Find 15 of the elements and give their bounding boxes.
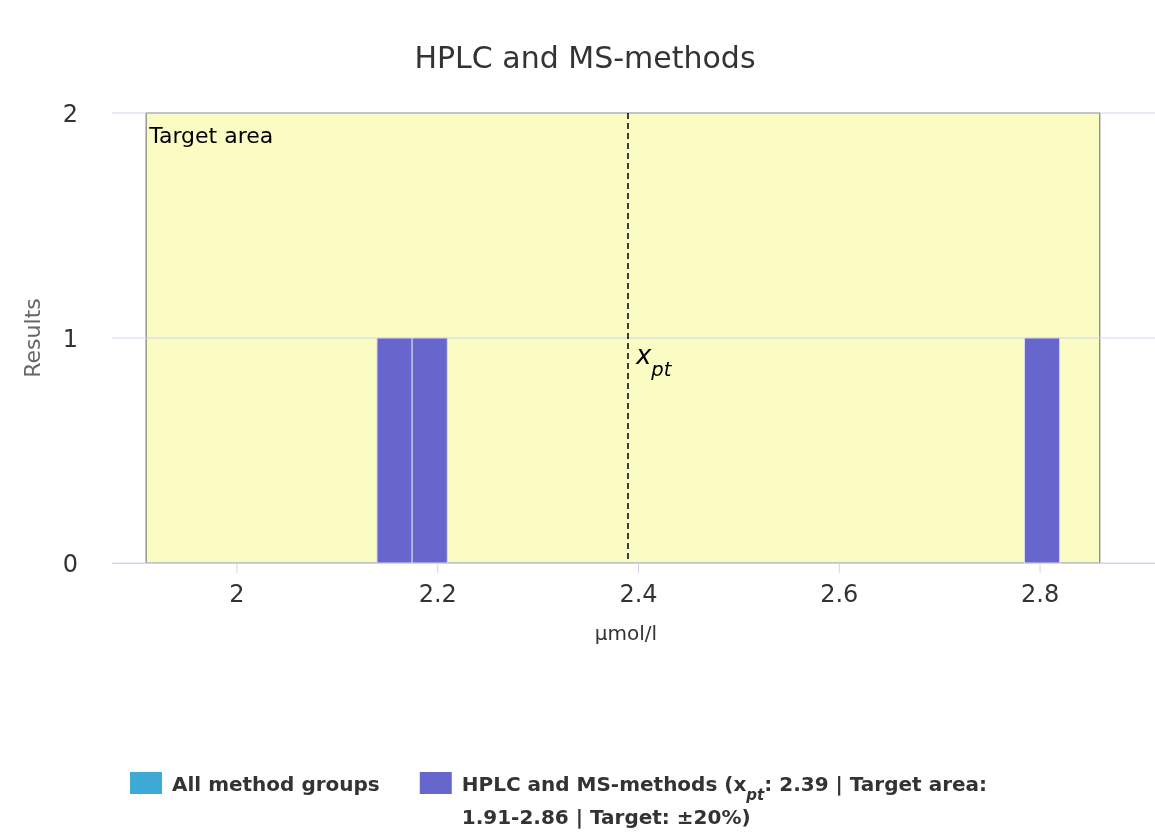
legend-label: HPLC and MS-methods (x$_{pt}$: 2.39 | Target area: 1.91-2.86 | Target: ±20%) — [461, 772, 988, 829]
x-tick-label: 2 — [229, 580, 245, 609]
band-label: Target area — [148, 123, 274, 148]
x-tick-label: 2.2 — [418, 580, 457, 609]
ref-line-label: x$_{pt}$ — [634, 340, 673, 381]
x-axis-title: µmol/l — [594, 621, 658, 645]
chart-title: HPLC and MS-methods — [414, 40, 756, 75]
text: All method groups — [172, 772, 380, 796]
x-tick-label: 2.8 — [1020, 580, 1060, 609]
x-tick-label: 2.4 — [619, 580, 658, 609]
y-tick-label: 0 — [62, 549, 78, 578]
y-tick-label: 1 — [62, 324, 78, 353]
y-tick-label: 2 — [62, 99, 78, 128]
x-tick-label: 2.6 — [820, 580, 859, 609]
y-axis-title: Results — [20, 298, 45, 378]
